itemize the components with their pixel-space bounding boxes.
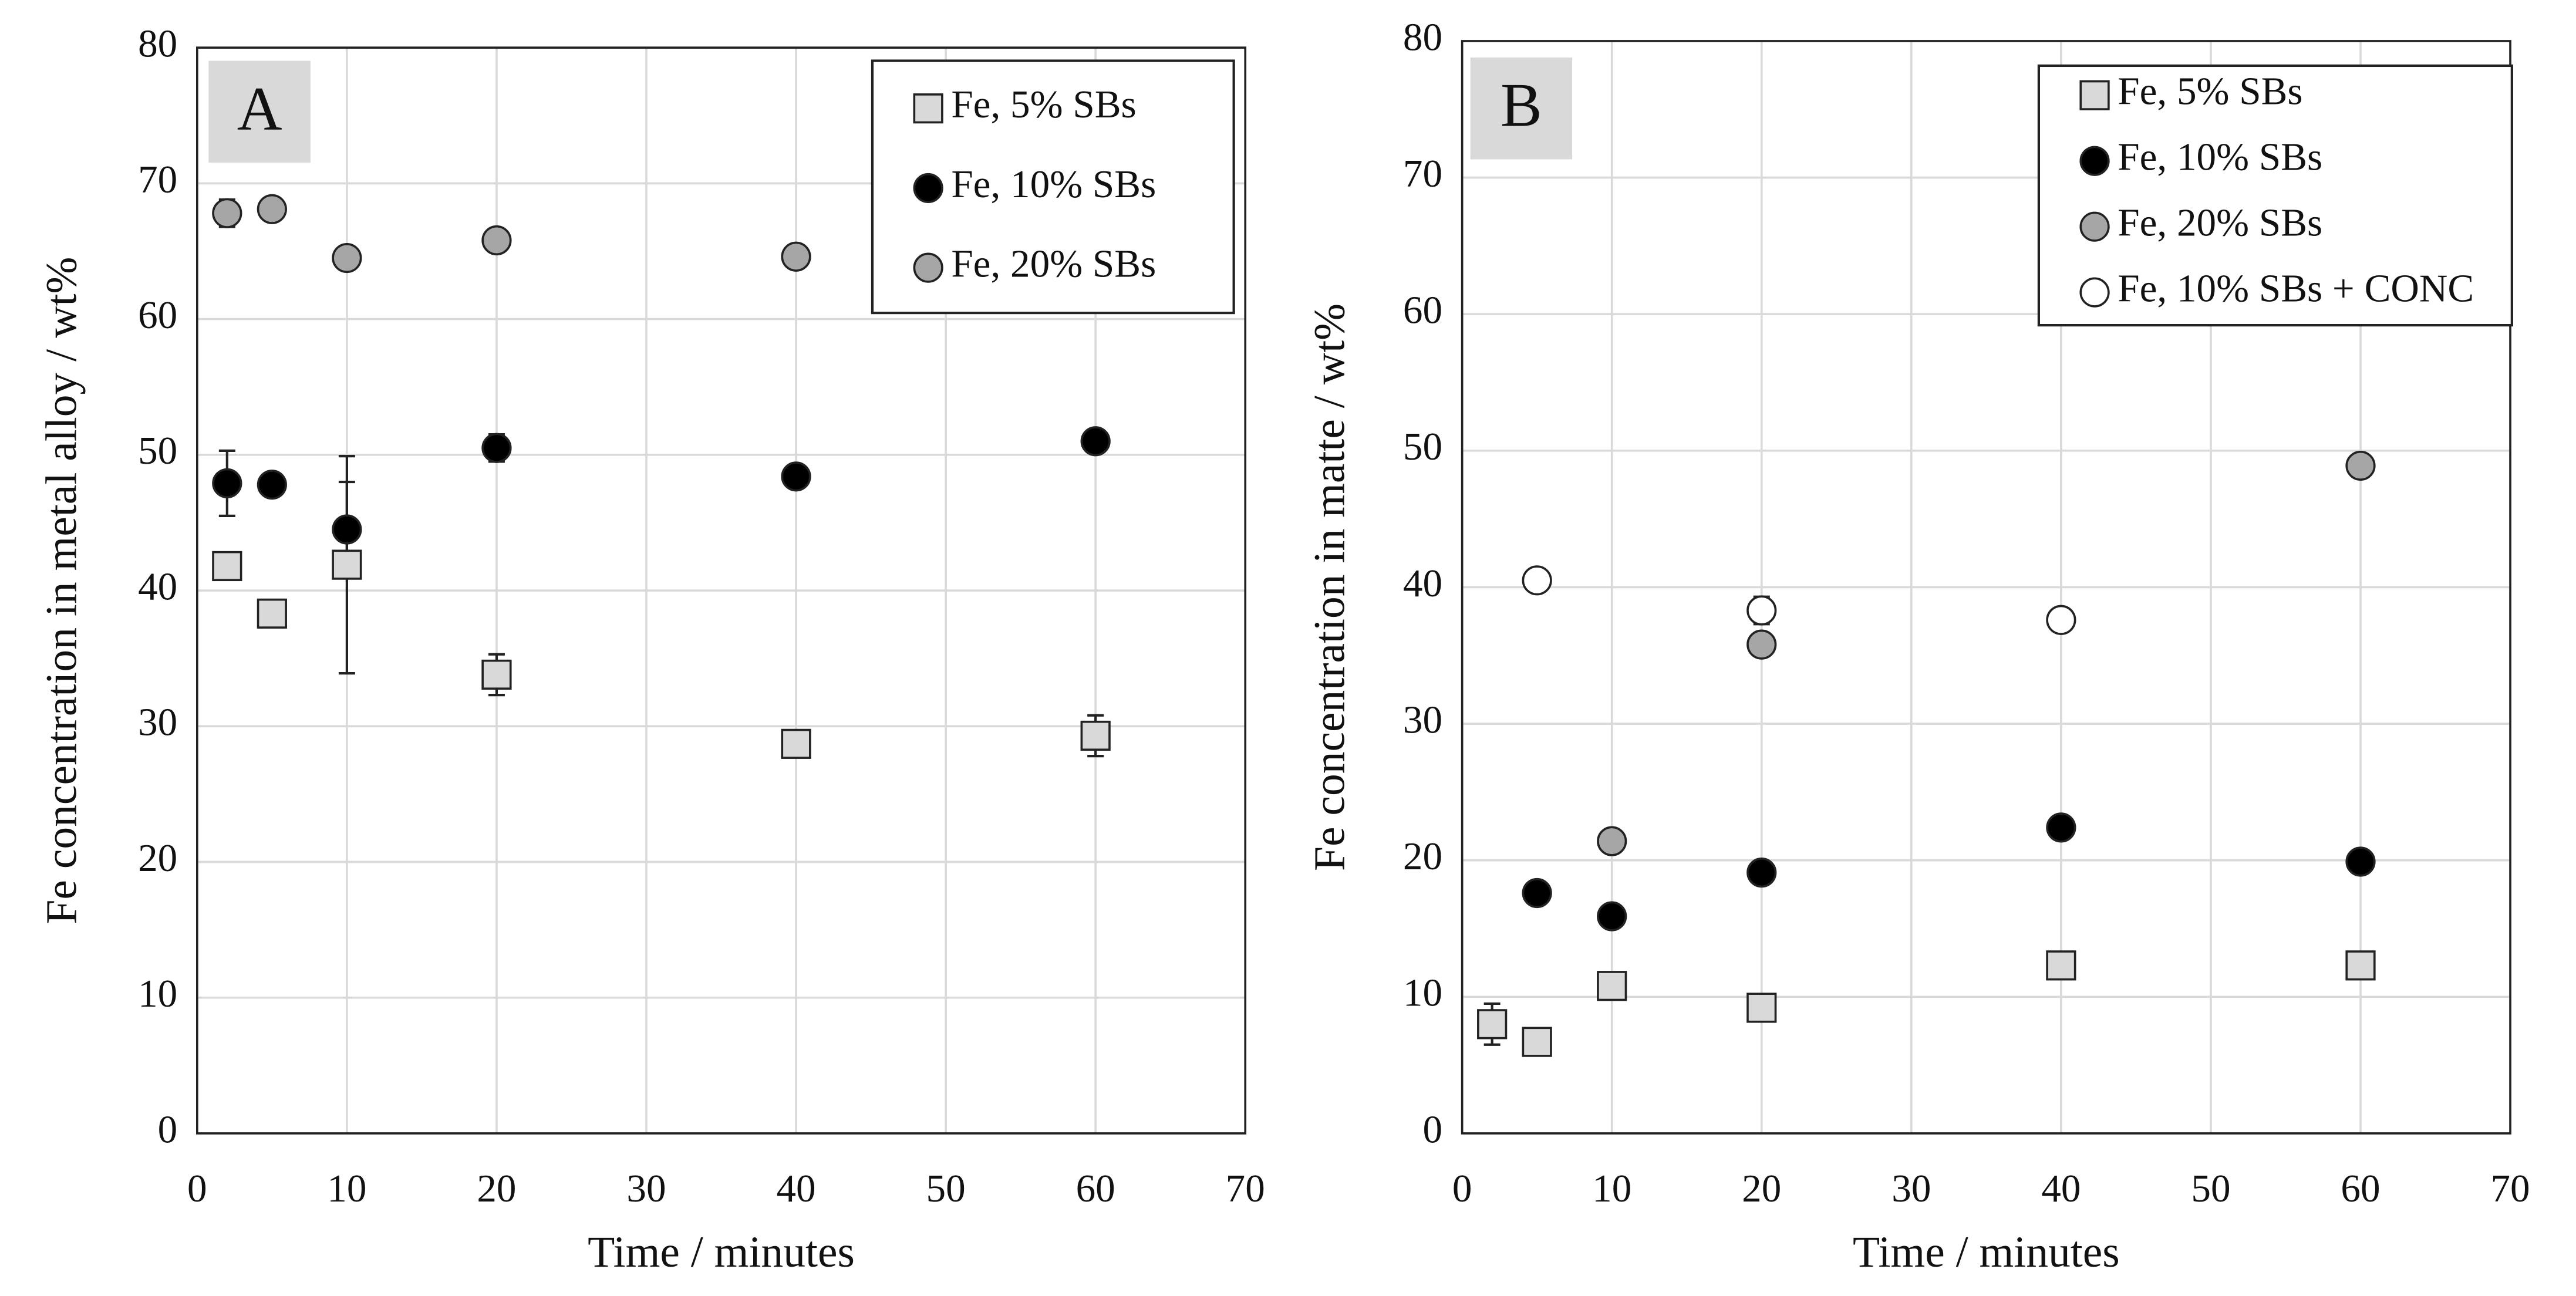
x-tick-label: 40 [2041,1166,2081,1210]
data-point [2345,950,2376,981]
data-point [332,242,362,274]
data-point [781,241,811,272]
y-tick-label: 70 [1403,151,1442,195]
x-tick-label: 20 [477,1166,516,1210]
panel-label: B [1501,71,1542,140]
x-tick-label: 30 [1891,1166,1931,1210]
plot-frame [1461,40,2511,1135]
x-tick-label: 40 [776,1166,815,1210]
panel-label-box [1470,57,1573,160]
y-tick-label: 20 [138,836,177,880]
y-tick-label: 30 [138,700,177,744]
x-tick-label: 0 [187,1166,207,1210]
y-tick-label: 80 [1403,15,1442,59]
data-point [257,598,287,629]
data-point [1080,720,1111,751]
data-point [2046,812,2076,843]
panel-label-box [208,60,311,163]
legend-label: Fe, 20% SBs [2118,201,2322,245]
x-tick-label: 30 [626,1166,666,1210]
x-tick-label: 70 [1226,1166,1265,1210]
data-point [1597,901,1627,932]
y-axis-label: Fe concentration in metal alloy / wt% [37,257,86,924]
data-point [1522,565,1552,596]
data-point [1597,971,1627,1001]
data-point [332,549,362,580]
data-point [2046,605,2076,635]
data-point [481,659,512,690]
y-axis-label: Fe concentration in matte / wt% [1306,303,1354,871]
x-tick-label: 20 [1742,1166,1781,1210]
y-tick-label: 40 [138,564,177,608]
legend-marker [2079,211,2110,242]
legend-label: Fe, 10% SBs [2118,135,2322,179]
data-point [257,470,287,500]
data-point [1522,1027,1552,1057]
y-tick-label: 60 [138,293,177,337]
data-point [2345,846,2376,877]
y-tick-label: 40 [1403,561,1442,605]
y-tick-label: 0 [1422,1107,1442,1151]
x-tick-label: 0 [1452,1166,1472,1210]
data-point [1746,993,1777,1023]
data-point [257,194,287,224]
legend-label: Fe, 5% SBs [951,82,1136,126]
panel-label: A [237,74,282,143]
x-tick-label: 60 [2341,1166,2380,1210]
data-point [781,728,811,759]
y-tick-label: 20 [1403,834,1442,878]
x-axis-label: Time / minutes [588,1228,855,1277]
legend-label: Fe, 5% SBs [2118,69,2302,113]
x-tick-label: 10 [1592,1166,1631,1210]
x-tick-label: 70 [2490,1166,2530,1210]
x-axis-label: Time / minutes [1853,1228,2120,1277]
legend-marker [913,252,943,283]
x-tick-label: 50 [2191,1166,2230,1210]
data-point [1746,629,1777,660]
x-tick-label: 60 [1076,1166,1115,1210]
data-point [481,225,512,256]
y-tick-label: 10 [138,971,177,1015]
data-point [1746,858,1777,888]
data-point [781,461,811,492]
data-point [212,551,242,582]
data-point [1477,1009,1508,1040]
data-point [1522,878,1552,909]
data-point [1597,826,1627,856]
legend-marker [2079,80,2110,110]
data-point [332,514,362,545]
legend-marker [913,93,943,124]
y-tick-label: 70 [138,157,177,201]
y-tick-label: 0 [158,1107,178,1151]
legend-label: Fe, 20% SBs [951,242,1156,286]
plot-frame [195,46,1247,1135]
legend-marker [2079,277,2110,308]
legend-label: Fe, 10% SBs [951,162,1156,206]
x-tick-label: 10 [327,1166,366,1210]
y-tick-label: 50 [1403,424,1442,468]
x-tick-label: 50 [926,1166,966,1210]
y-tick-label: 30 [1403,697,1442,741]
legend-marker [913,173,943,204]
data-point [212,198,242,228]
data-point [1746,595,1777,626]
legend-marker [2079,146,2110,176]
legend-label: Fe, 10% SBs + CONC [2118,266,2474,310]
data-point [481,433,512,463]
data-point [212,468,242,498]
data-point [2046,950,2076,981]
y-tick-label: 80 [138,22,177,66]
y-tick-label: 60 [1403,288,1442,332]
data-point [2345,450,2376,481]
data-point [1080,426,1111,457]
y-tick-label: 10 [1403,971,1442,1015]
y-tick-label: 50 [138,428,177,473]
legend-box [2037,64,2513,327]
